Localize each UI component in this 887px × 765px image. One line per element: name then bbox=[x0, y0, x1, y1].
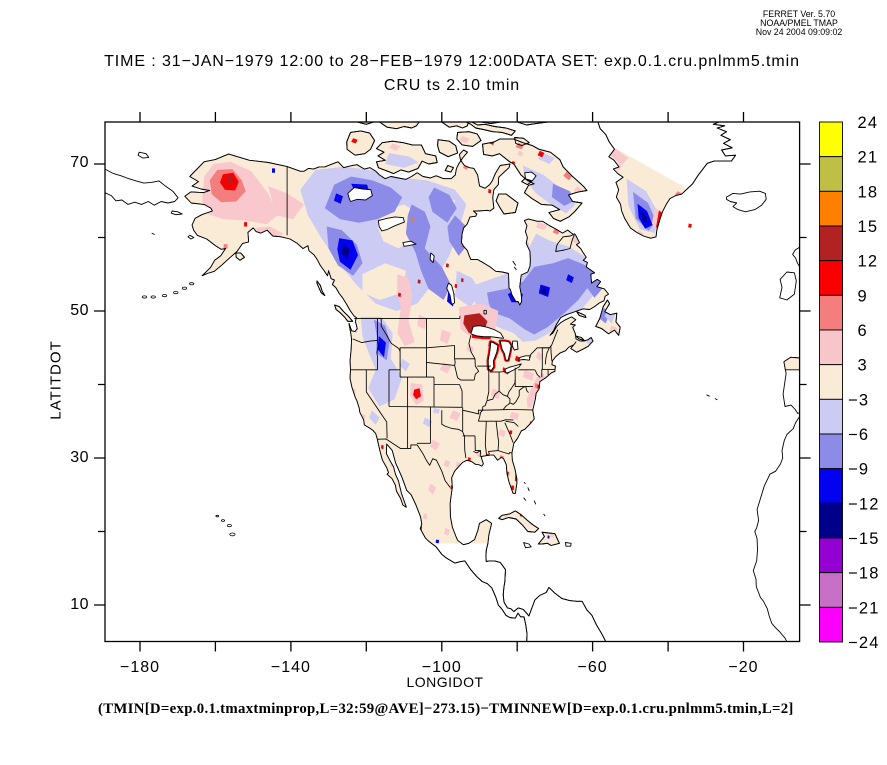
svg-text:−18: −18 bbox=[848, 565, 880, 583]
svg-text:21: 21 bbox=[858, 149, 879, 167]
svg-text:−15: −15 bbox=[848, 530, 880, 548]
svg-text:−24: −24 bbox=[848, 634, 880, 652]
svg-text:−6: −6 bbox=[848, 426, 869, 444]
svg-text:3: 3 bbox=[858, 357, 868, 375]
svg-text:9: 9 bbox=[858, 287, 868, 305]
svg-text:18: 18 bbox=[858, 183, 879, 201]
svg-text:6: 6 bbox=[858, 322, 868, 340]
svg-text:−3: −3 bbox=[848, 391, 869, 409]
svg-text:24: 24 bbox=[858, 114, 879, 132]
svg-text:15: 15 bbox=[858, 218, 879, 236]
svg-text:−21: −21 bbox=[848, 599, 880, 617]
svg-text:−12: −12 bbox=[848, 495, 880, 513]
svg-text:−9: −9 bbox=[848, 461, 869, 479]
svg-text:12: 12 bbox=[858, 253, 879, 271]
